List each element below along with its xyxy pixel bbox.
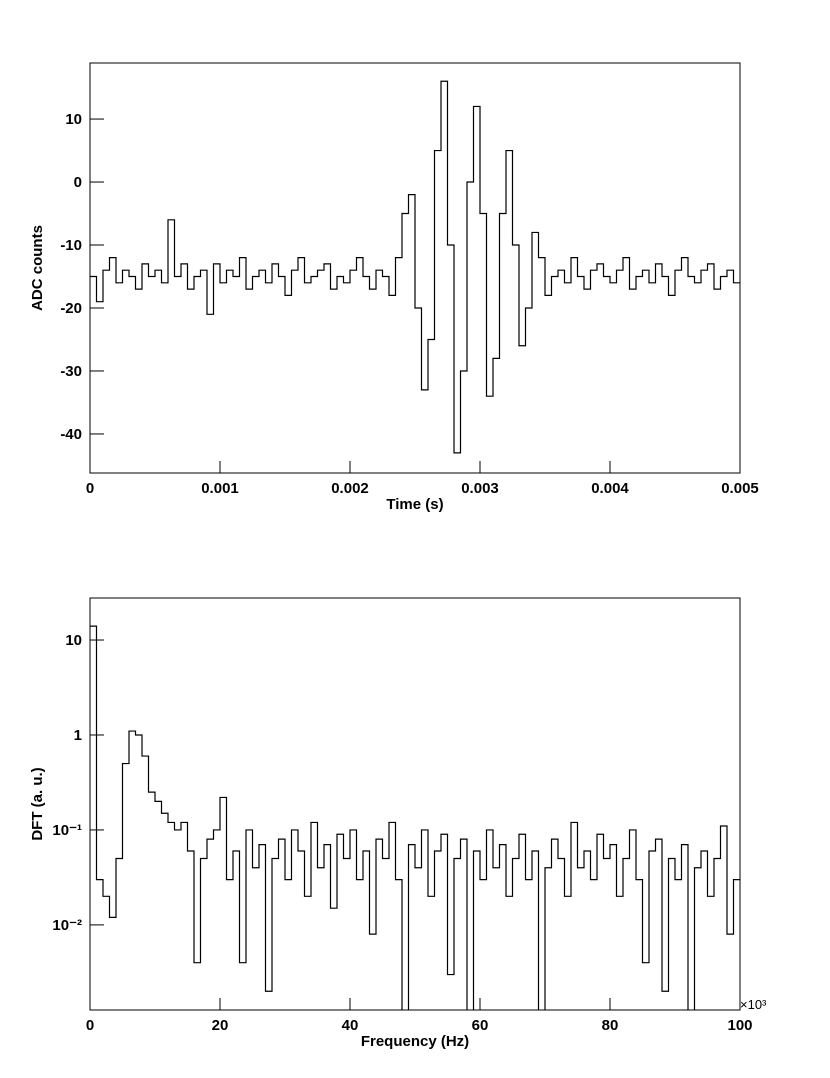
y-tick-label: 10⁻² (52, 917, 82, 934)
x-axis-label: Time (s) (386, 496, 443, 513)
y-tick-label: -20 (60, 300, 82, 317)
y-tick-label: -40 (60, 426, 82, 443)
y-tick-label: -30 (60, 363, 82, 380)
x-tick-label: 20 (212, 1017, 229, 1034)
x-tick-label: 0.004 (591, 480, 629, 497)
plot-frame (89, 597, 741, 1011)
x-tick-label: 80 (602, 1017, 619, 1034)
y-tick-label: 1 (74, 727, 82, 744)
x-axis-label: Frequency (Hz) (361, 1033, 469, 1050)
x-tick-label: 0.005 (721, 480, 759, 497)
x-tick-label: 0.002 (331, 480, 369, 497)
y-tick-label: 10 (65, 111, 82, 128)
y-tick-label: 10⁻¹ (52, 822, 82, 839)
data-line (90, 80, 740, 454)
x-tick-label: 0.001 (201, 480, 239, 497)
y-tick-label: -10 (60, 237, 82, 254)
y-tick-label: 10 (65, 632, 82, 649)
x-tick-label: 0 (86, 1017, 94, 1034)
x-tick-label: 100 (727, 1017, 752, 1034)
y-axis-label: DFT (a. u.) (29, 767, 46, 840)
x-tick-label: 0.003 (461, 480, 499, 497)
x-multiplier: ×10³ (740, 997, 767, 1012)
x-tick-label: 60 (472, 1017, 489, 1034)
y-tick-label: 0 (74, 174, 82, 191)
x-tick-label: 0 (86, 480, 94, 497)
plot-frame (89, 62, 741, 474)
data-line (90, 625, 740, 1010)
x-tick-label: 40 (342, 1017, 359, 1034)
y-axis-label: ADC counts (29, 225, 46, 311)
